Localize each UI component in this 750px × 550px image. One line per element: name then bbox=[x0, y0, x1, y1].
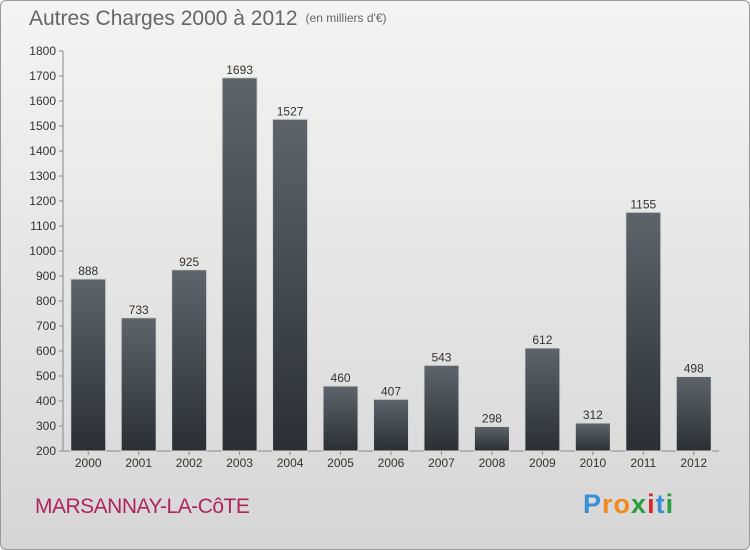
bar-value-label: 298 bbox=[482, 412, 502, 426]
x-tick-label: 2001 bbox=[125, 456, 152, 470]
x-tick-label: 2010 bbox=[579, 456, 606, 470]
logo-letter: r bbox=[602, 489, 614, 519]
bar bbox=[322, 385, 359, 452]
y-tick-label: 500 bbox=[36, 369, 56, 383]
x-tick-label: 2009 bbox=[529, 456, 556, 470]
bar-value-label: 1155 bbox=[630, 197, 656, 211]
chart-title: Autres Charges 2000 à 2012 (en milliers d… bbox=[29, 7, 387, 31]
y-tick-label: 1000 bbox=[29, 244, 56, 258]
chart-labels: 888 733 925 1693 1527 460 407 543 298 612 312 1155 4… bbox=[78, 63, 704, 426]
bar bbox=[423, 364, 460, 452]
bar-value-label: 733 bbox=[129, 303, 149, 317]
logo-letter: t bbox=[655, 489, 666, 519]
logo-letter: x bbox=[631, 489, 648, 519]
bar bbox=[625, 211, 662, 452]
y-tick-label: 700 bbox=[36, 319, 56, 333]
y-tick-label: 1500 bbox=[29, 119, 56, 133]
bar-value-label: 888 bbox=[78, 264, 98, 278]
x-tick-label: 2000 bbox=[75, 456, 102, 470]
y-tick-label: 1600 bbox=[29, 94, 56, 108]
proxiti-logo: Proxiti bbox=[583, 489, 674, 520]
bar-value-label: 1527 bbox=[277, 104, 304, 118]
y-tick-label: 300 bbox=[36, 419, 56, 433]
x-tick-label: 2003 bbox=[226, 456, 253, 470]
bar bbox=[524, 347, 561, 452]
bar bbox=[373, 398, 409, 452]
bar bbox=[675, 376, 712, 452]
bar-value-label: 543 bbox=[431, 350, 451, 364]
logo-letter: i bbox=[647, 489, 656, 519]
bar bbox=[70, 278, 107, 452]
y-tick-label: 400 bbox=[36, 394, 56, 408]
bar bbox=[221, 77, 258, 452]
bar bbox=[574, 422, 611, 452]
bar-value-label: 498 bbox=[684, 362, 704, 376]
x-tick-label: 2008 bbox=[479, 456, 506, 470]
x-tick-label: 2007 bbox=[428, 456, 455, 470]
y-tick-label: 1700 bbox=[29, 69, 56, 83]
y-tick-label: 1800 bbox=[29, 44, 56, 58]
y-tick-label: 200 bbox=[36, 444, 56, 458]
commune-name: MARSANNAY-LA-CôTE bbox=[35, 495, 250, 518]
chart-bars bbox=[70, 77, 712, 452]
bar-value-label: 1693 bbox=[226, 63, 253, 77]
y-tick-label: 1300 bbox=[29, 169, 56, 183]
x-tick-label: 2004 bbox=[277, 456, 304, 470]
x-tick-label: 2005 bbox=[327, 456, 354, 470]
bar bbox=[473, 426, 510, 452]
bar bbox=[120, 317, 157, 452]
x-tick-label: 2002 bbox=[176, 456, 203, 470]
y-tick-label: 900 bbox=[36, 269, 56, 283]
logo-letter: P bbox=[583, 489, 603, 519]
bar-value-label: 312 bbox=[583, 408, 603, 422]
bar-value-label: 460 bbox=[331, 371, 351, 385]
logo-letter: i bbox=[665, 489, 675, 519]
title-text: Autres Charges 2000 à 2012 bbox=[29, 7, 298, 30]
y-tick-label: 1200 bbox=[29, 194, 56, 208]
bar-value-label: 407 bbox=[381, 384, 401, 398]
y-tick-label: 1400 bbox=[29, 144, 56, 158]
x-tick-label: 2011 bbox=[630, 456, 656, 470]
logo-letter: o bbox=[613, 489, 632, 519]
x-tick-label: 2012 bbox=[680, 456, 707, 470]
y-tick-label: 800 bbox=[36, 294, 56, 308]
title-unit: (en milliers d'€) bbox=[305, 11, 387, 25]
x-tick-label: 2006 bbox=[378, 456, 405, 470]
bar bbox=[272, 118, 309, 452]
bar bbox=[171, 269, 208, 452]
y-tick-label: 1100 bbox=[30, 219, 56, 233]
y-tick-label: 600 bbox=[36, 344, 56, 358]
bar-value-label: 925 bbox=[179, 255, 199, 269]
bar-value-label: 612 bbox=[532, 333, 552, 347]
